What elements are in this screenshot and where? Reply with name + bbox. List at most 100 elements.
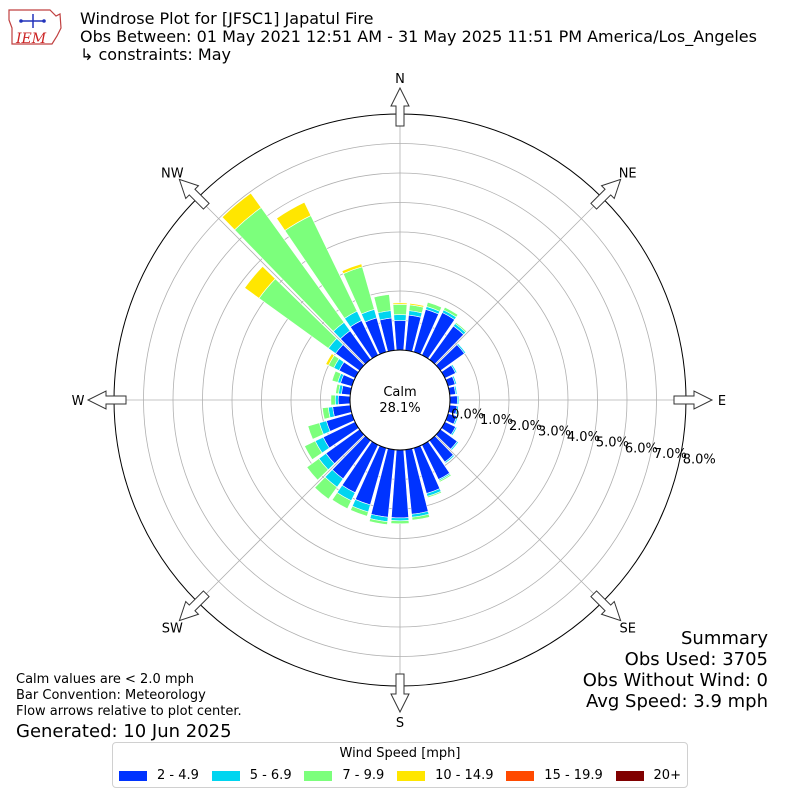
bar-segment (426, 490, 443, 499)
radial-tick-label: 3.0% (538, 424, 571, 439)
flow-arrow-icon (673, 390, 714, 410)
bar-segment (325, 353, 335, 366)
bar-segment (330, 394, 336, 406)
legend-item: 5 - 6.9 (211, 768, 292, 783)
bar-segment (443, 306, 459, 318)
bar-segment (411, 513, 430, 521)
radial-tick-label: 7.0% (654, 447, 687, 462)
legend-item: 2 - 4.9 (119, 768, 199, 783)
legend-label: 5 - 6.9 (249, 768, 292, 783)
legend-swatch (506, 770, 535, 781)
bar-segment (453, 385, 458, 395)
compass-arrow (673, 390, 714, 410)
legend-label: 2 - 4.9 (157, 768, 199, 783)
bar-segment (373, 294, 392, 314)
legend-title: Wind Speed [mph] (339, 746, 461, 761)
compass-label: W (72, 394, 85, 409)
bar-segment (221, 192, 262, 231)
title-block: Windrose Plot for [JFSC1] Japatul Fire O… (80, 10, 757, 64)
grid-spoke (435, 197, 603, 365)
bar-segment (335, 383, 341, 395)
calm-value: 28.1% (379, 401, 420, 416)
calm-label: Calm (383, 385, 416, 400)
bar-segment (304, 440, 323, 461)
legend-swatch (304, 770, 333, 781)
bar-segment (426, 301, 443, 312)
flow-arrows-note: Flow arrows relative to plot center. (16, 704, 242, 719)
bar-segment (322, 406, 331, 420)
bar-segment (390, 520, 410, 525)
legend-label: 20+ (653, 768, 681, 783)
bar-segment (350, 505, 369, 517)
bar-segment (453, 415, 459, 426)
legend-swatch (615, 770, 644, 781)
bar-segment (444, 454, 455, 464)
bar-segment (244, 265, 276, 299)
obs-used: Obs Used: 3705 (624, 649, 768, 670)
bar-segment (450, 440, 459, 451)
flow-arrow-icon (86, 390, 127, 410)
compass-arrow (590, 590, 622, 622)
legend-label: 15 - 19.9 (544, 768, 603, 783)
bar-segment (314, 476, 338, 500)
flow-arrow-icon (178, 590, 210, 622)
footer-notes: Calm values are < 2.0 mph Bar Convention… (16, 672, 242, 743)
bar-segment (456, 343, 467, 354)
bar-segment (451, 375, 457, 385)
flow-arrow-icon (590, 590, 622, 622)
bar-segment (449, 395, 458, 405)
compass-arrow (390, 673, 410, 714)
legend-label: 10 - 14.9 (435, 768, 494, 783)
obs-without-wind: Obs Without Wind: 0 (582, 670, 768, 691)
radial-tick-label: 1.0% (480, 413, 513, 428)
radial-tick-label: 2.0% (509, 419, 542, 434)
radial-tick-label: 5.0% (596, 436, 629, 451)
legend-items: 2 - 4.9 5 - 6.9 7 - 9.9 10 - 14.9 15 - 1… (119, 768, 681, 783)
iem-logo: IEM (6, 6, 64, 54)
compass-label: N (395, 72, 405, 87)
bars-layer (221, 192, 468, 525)
bar-segment (337, 395, 351, 405)
bar-segment (392, 303, 408, 316)
grid-spoke (435, 435, 603, 603)
grid-spoke (197, 197, 365, 365)
radial-tick-label: 0.0% (451, 408, 484, 423)
radial-tick-label: 6.0% (625, 441, 658, 456)
bar-segment (331, 492, 352, 510)
radial-tick-label: 4.0% (567, 430, 600, 445)
bar-segment (392, 302, 408, 305)
compass-label: NE (619, 166, 637, 181)
bar-convention-note: Bar Convention: Meteorology (16, 688, 206, 703)
bar-segment (454, 321, 468, 333)
legend-swatch (211, 770, 240, 781)
flow-arrow-icon (390, 86, 410, 127)
flow-arrow-icon (590, 178, 622, 210)
legend-swatch (397, 770, 426, 781)
flow-arrow-icon (390, 673, 410, 714)
generated-date: Generated: 10 Jun 2025 (16, 721, 232, 742)
bar-segment (409, 302, 425, 308)
bar-segment (455, 405, 459, 415)
bar-segment (331, 370, 342, 383)
compass-label: E (718, 394, 726, 409)
summary-box: Summary Obs Used: 3705 Obs Without Wind:… (583, 628, 768, 712)
logo-text: IEM (15, 31, 47, 47)
compass-arrow (178, 590, 210, 622)
compass-label: SW (162, 622, 183, 637)
compass-label: S (396, 716, 404, 731)
legend-item: 7 - 9.9 (304, 768, 384, 783)
bar-segment (306, 458, 329, 481)
chart-title: Windrose Plot for [JFSC1] Japatul Fire (80, 9, 374, 28)
compass-label: SE (619, 622, 635, 637)
calm-note: Calm values are < 2.0 mph (16, 672, 195, 687)
summary-title: Summary (681, 628, 768, 649)
legend-item: 15 - 19.9 (506, 768, 603, 783)
bar-segment (276, 201, 312, 231)
compass-arrow (390, 86, 410, 127)
compass-arrow (86, 390, 127, 410)
legend-label: 7 - 9.9 (342, 768, 385, 783)
bar-segment (438, 473, 452, 483)
bar-segment (307, 422, 324, 440)
